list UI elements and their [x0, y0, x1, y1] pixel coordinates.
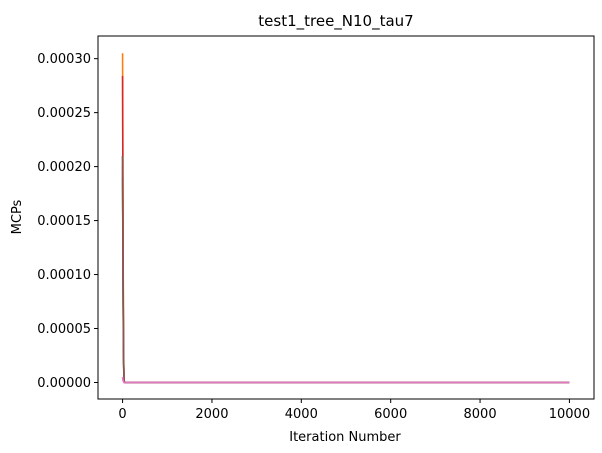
x-tick-label: 6000 [374, 407, 407, 422]
x-tick-label: 2000 [195, 407, 228, 422]
x-tick-label: 8000 [464, 407, 497, 422]
series-layer [121, 53, 570, 384]
y-tick-label: 0.00000 [37, 376, 91, 391]
chart-title: test1_tree_N10_tau7 [258, 12, 413, 31]
x-tick-label: 10000 [549, 407, 590, 422]
y-tick-label: 0.00015 [37, 214, 91, 229]
y-tick-label: 0.00025 [37, 106, 91, 121]
y-axis-label: MCPs [10, 199, 25, 234]
y-tick-label: 0.00020 [37, 160, 91, 175]
y-tick-label: 0.00010 [37, 268, 91, 283]
y-tick-label: 0.00030 [37, 52, 91, 67]
y-tick-label: 0.00005 [37, 322, 91, 337]
ticks-layer: 0 2000 4000 6000 8000 10000 0.00000 0.00005 0.00… [37, 52, 590, 422]
plot-frame [97, 35, 595, 400]
x-axis-label: Iteration Number [289, 430, 401, 445]
series-line-7 [121, 376, 570, 384]
x-tick-label: 4000 [285, 407, 318, 422]
x-tick-label: 0 [118, 407, 126, 422]
